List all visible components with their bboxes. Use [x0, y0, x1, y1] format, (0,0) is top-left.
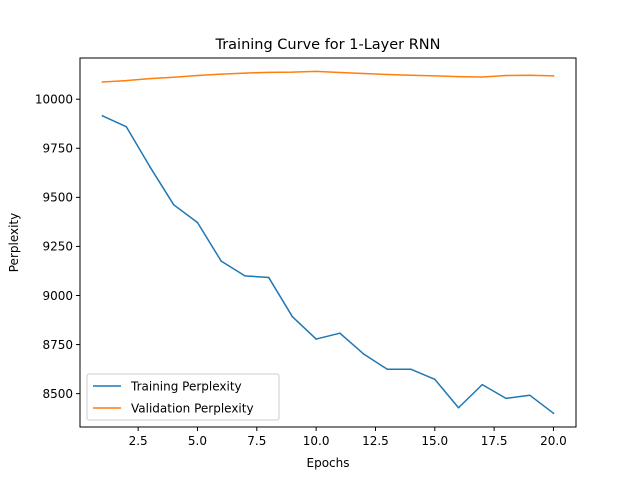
data-point — [528, 394, 531, 396]
data-point — [552, 412, 555, 415]
legend: Training Perplexity Validation Perplexity — [86, 373, 280, 421]
legend-box — [86, 373, 280, 421]
data-point — [434, 378, 436, 381]
data-point — [125, 125, 128, 128]
x-axis-ticks: 2.5 5.0 7.5 10.0 12.5 15.0 17.5 20.0 — [129, 427, 567, 448]
data-point — [267, 276, 270, 279]
data-point — [101, 81, 104, 83]
data-point — [410, 74, 412, 77]
data-point — [505, 397, 507, 400]
x-tick-label: 12.5 — [362, 434, 389, 448]
data-point — [196, 74, 199, 77]
series-1 — [101, 70, 555, 83]
data-point — [339, 332, 341, 334]
y-axis-ticks: 8500 8750 9000 9250 9500 9750 10000 — [35, 93, 80, 401]
data-point — [481, 383, 484, 386]
y-tick-label: 8750 — [42, 338, 73, 352]
series-0 — [101, 114, 555, 415]
x-tick-label: 7.5 — [247, 434, 266, 448]
y-axis-label: Perplexity — [7, 213, 21, 273]
y-tick-label: 9250 — [42, 240, 73, 254]
axes-frame — [79, 57, 577, 428]
series-line — [101, 70, 555, 83]
data-point — [244, 72, 246, 74]
x-tick-label: 17.5 — [481, 434, 508, 448]
data-point — [172, 204, 175, 206]
x-tick-label: 10.0 — [303, 434, 330, 448]
data-point — [244, 275, 246, 277]
x-tick-label: 15.0 — [421, 434, 448, 448]
y-tick-label: 9000 — [42, 289, 73, 303]
data-point — [172, 76, 175, 78]
data-point — [457, 75, 460, 78]
data-point — [339, 71, 341, 74]
legend-label: Validation Perplexity — [131, 401, 254, 415]
x-tick-label: 20.0 — [540, 434, 567, 448]
data-point — [315, 70, 317, 73]
data-point — [386, 368, 389, 371]
data-point — [315, 338, 317, 340]
data-point — [481, 76, 484, 78]
data-point — [291, 71, 294, 73]
data-point — [362, 72, 365, 75]
data-point — [149, 166, 151, 168]
data-point — [196, 221, 199, 224]
data-point — [149, 77, 151, 80]
data-point — [528, 74, 531, 77]
data-point — [220, 73, 222, 75]
data-point — [291, 315, 294, 318]
data-point — [101, 115, 104, 117]
legend-label: Training Perplexity — [130, 379, 242, 393]
data-point — [410, 368, 412, 371]
chart-title: Training Curve for 1-Layer RNN — [214, 37, 440, 53]
y-tick-label: 9750 — [42, 142, 73, 156]
data-point — [362, 353, 365, 355]
x-axis-label: Epochs — [307, 456, 350, 470]
data-point — [267, 71, 270, 74]
y-tick-label: 10000 — [35, 93, 73, 107]
x-tick-label: 5.0 — [188, 434, 207, 448]
y-tick-label: 9500 — [42, 191, 73, 205]
data-point — [505, 74, 507, 77]
data-point — [434, 75, 436, 77]
series-layer — [101, 70, 555, 415]
data-point — [125, 79, 128, 82]
y-tick-label: 8500 — [42, 387, 73, 401]
data-point — [220, 260, 222, 262]
data-point — [386, 73, 389, 76]
x-tick-label: 2.5 — [129, 434, 148, 448]
data-point — [457, 407, 460, 409]
series-line — [101, 114, 555, 415]
data-point — [552, 75, 555, 77]
